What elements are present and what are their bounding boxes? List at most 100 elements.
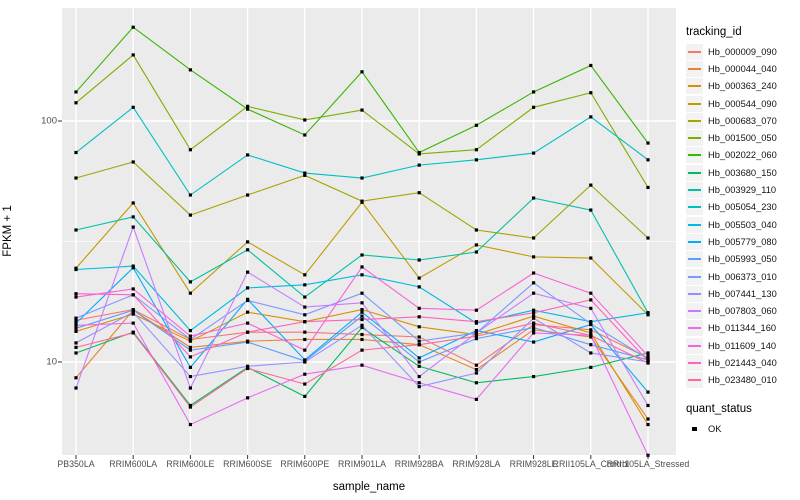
data-point — [74, 326, 78, 330]
legend-item-label: Hb_002022_060 — [708, 150, 777, 161]
data-point — [74, 295, 78, 299]
legend-key-line-icon — [688, 67, 701, 70]
data-point — [589, 343, 593, 347]
legend-key-line-icon — [688, 361, 701, 364]
data-point — [303, 133, 307, 137]
data-point — [474, 228, 478, 232]
y-tick-label: 100 — [41, 115, 57, 127]
data-point — [74, 101, 78, 105]
legend-item: Hb_005054_230 — [686, 199, 798, 216]
data-point — [303, 305, 307, 309]
data-point — [360, 253, 364, 257]
data-point — [360, 314, 364, 318]
data-point — [589, 335, 593, 339]
legend-key-line-icon — [688, 379, 701, 382]
legend-key-line-icon — [688, 102, 701, 105]
data-point — [131, 53, 135, 57]
black-square-point-icon — [692, 426, 697, 432]
data-point — [532, 271, 536, 275]
data-point — [188, 405, 192, 409]
data-point — [474, 148, 478, 152]
data-point — [246, 310, 250, 314]
data-point — [417, 356, 421, 360]
data-point — [246, 364, 250, 368]
data-point — [131, 264, 135, 268]
data-point — [417, 339, 421, 343]
data-point — [417, 285, 421, 289]
legend-key — [686, 251, 703, 268]
data-point — [417, 343, 421, 347]
data-point — [646, 185, 650, 190]
data-point — [589, 320, 593, 324]
data-point — [303, 173, 307, 177]
data-point — [589, 331, 593, 335]
data-point — [417, 276, 421, 280]
data-point — [646, 158, 650, 162]
data-point — [532, 321, 536, 325]
data-point — [74, 321, 78, 325]
legend-item-label: Hb_005503_040 — [708, 219, 777, 230]
legend-key — [686, 216, 703, 233]
legend-key-line-icon — [688, 206, 701, 209]
legend-key-line-icon — [688, 310, 701, 313]
data-point — [188, 337, 192, 342]
data-point — [303, 372, 307, 376]
data-point — [360, 363, 364, 367]
data-point — [246, 153, 250, 157]
y-tick-label: 10 — [46, 356, 57, 368]
data-point — [360, 332, 364, 337]
data-point — [589, 298, 593, 302]
data-point — [188, 345, 192, 349]
data-point — [532, 325, 536, 330]
data-point — [74, 341, 78, 345]
data-point — [74, 376, 78, 380]
data-point — [360, 108, 364, 112]
data-point — [646, 354, 650, 358]
data-point — [188, 348, 192, 352]
data-point — [532, 291, 536, 295]
data-point — [131, 266, 135, 270]
data-point — [532, 328, 536, 332]
legend-items: Hb_000009_090 Hb_000044_040 Hb_000363_240 H… — [686, 43, 798, 389]
data-point — [74, 351, 78, 355]
data-point — [303, 382, 307, 386]
data-point — [589, 256, 593, 260]
data-point — [131, 25, 135, 29]
data-point — [474, 381, 478, 385]
data-point — [646, 141, 650, 145]
data-point — [417, 374, 421, 379]
legend-key — [686, 303, 703, 320]
data-point — [360, 348, 364, 352]
data-point — [246, 298, 250, 303]
data-point — [589, 115, 593, 119]
legend-key — [686, 60, 703, 77]
data-point — [131, 308, 135, 312]
legend-item-label: Hb_006373_010 — [708, 271, 777, 282]
x-tick-label: RRII105LA_Stressed — [606, 459, 690, 469]
data-point — [474, 367, 478, 372]
legend-item: Hb_000683_070 — [686, 112, 798, 129]
legend-key-line-icon — [688, 344, 701, 347]
data-point — [131, 225, 135, 229]
legend-item: Hb_011344_160 — [686, 320, 798, 337]
data-point — [188, 291, 192, 295]
data-point — [74, 228, 78, 232]
data-point — [360, 310, 364, 314]
legend-item: Hb_000363_240 — [686, 78, 798, 95]
data-point — [360, 307, 364, 312]
data-point — [303, 118, 307, 122]
data-point — [246, 270, 250, 274]
data-point — [589, 63, 593, 68]
legend-item-label: Hb_011344_160 — [708, 323, 777, 334]
data-point — [532, 105, 536, 109]
data-point — [131, 287, 135, 291]
data-point — [360, 337, 364, 342]
data-point — [360, 265, 364, 269]
x-tick-label: RRIM901LA — [338, 459, 386, 469]
data-point — [303, 360, 307, 364]
data-point — [589, 351, 593, 355]
data-point — [74, 267, 78, 272]
legend-key — [686, 43, 703, 60]
data-point — [474, 363, 478, 367]
